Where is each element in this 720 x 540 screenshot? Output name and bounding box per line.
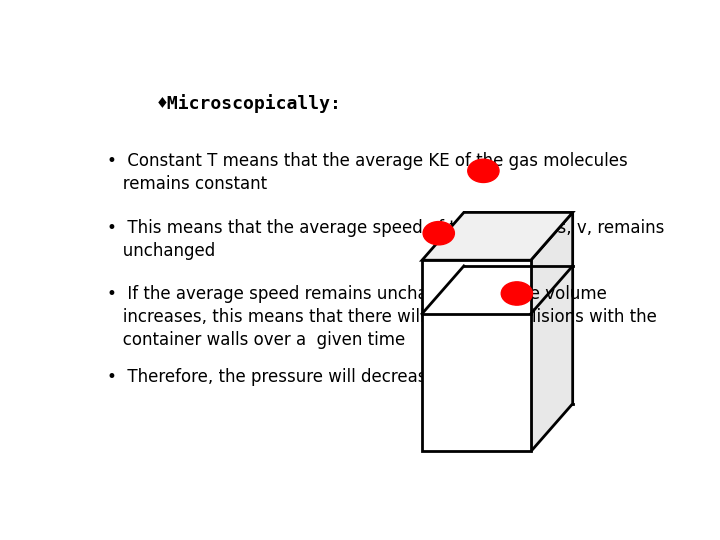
Circle shape: [423, 221, 454, 245]
Polygon shape: [422, 260, 531, 451]
Polygon shape: [531, 212, 572, 451]
Circle shape: [501, 282, 533, 305]
Text: •  This means that the average speed of the molecules, v, remains
   unchanged: • This means that the average speed of t…: [107, 219, 664, 260]
Text: •  Constant T means that the average KE of the gas molecules
   remains constant: • Constant T means that the average KE o…: [107, 152, 628, 193]
Text: •  If the average speed remains unchanged, but the volume
   increases, this mea: • If the average speed remains unchanged…: [107, 285, 657, 349]
Circle shape: [468, 159, 499, 183]
Polygon shape: [422, 212, 572, 260]
Text: ♦Microscopically:: ♦Microscopically:: [157, 94, 342, 113]
Text: •  Therefore, the pressure will decrease: • Therefore, the pressure will decrease: [107, 368, 436, 386]
